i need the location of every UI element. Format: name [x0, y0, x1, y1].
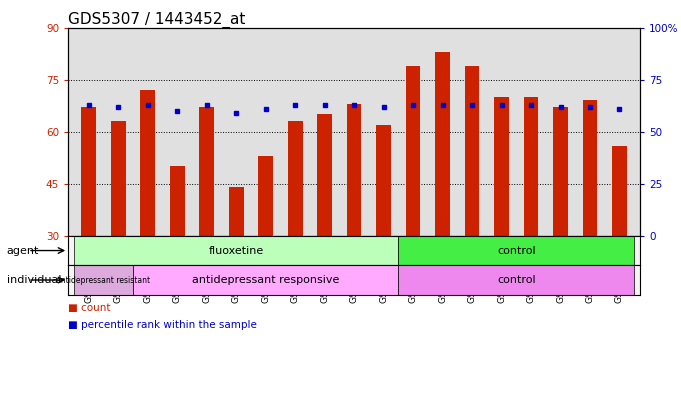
Text: fluoxetine: fluoxetine: [208, 246, 264, 255]
Text: individual: individual: [7, 275, 61, 285]
Bar: [553, 107, 568, 236]
Bar: [398, 236, 634, 265]
Bar: [170, 166, 185, 236]
Bar: [74, 265, 133, 295]
Text: control: control: [497, 275, 536, 285]
Bar: [398, 265, 634, 295]
Bar: [200, 107, 214, 236]
Bar: [317, 114, 332, 236]
Bar: [464, 66, 479, 236]
Text: GDS5307 / 1443452_at: GDS5307 / 1443452_at: [68, 11, 245, 28]
Text: control: control: [497, 246, 536, 255]
Text: ■ percentile rank within the sample: ■ percentile rank within the sample: [68, 320, 257, 330]
Bar: [583, 100, 597, 236]
Text: ■ count: ■ count: [68, 303, 110, 312]
Text: antidepressant responsive: antidepressant responsive: [192, 275, 339, 285]
Bar: [229, 187, 244, 236]
Bar: [406, 66, 420, 236]
Bar: [111, 121, 125, 236]
Bar: [524, 97, 539, 236]
Bar: [612, 145, 627, 236]
Bar: [133, 265, 398, 295]
Bar: [435, 52, 450, 236]
Bar: [494, 97, 509, 236]
Text: agent: agent: [7, 246, 39, 255]
Bar: [258, 156, 273, 236]
Text: antidepressant resistant: antidepressant resistant: [57, 275, 151, 285]
Bar: [376, 125, 391, 236]
Bar: [140, 90, 155, 236]
Bar: [347, 104, 362, 236]
Bar: [74, 236, 398, 265]
Bar: [81, 107, 96, 236]
Bar: [288, 121, 302, 236]
